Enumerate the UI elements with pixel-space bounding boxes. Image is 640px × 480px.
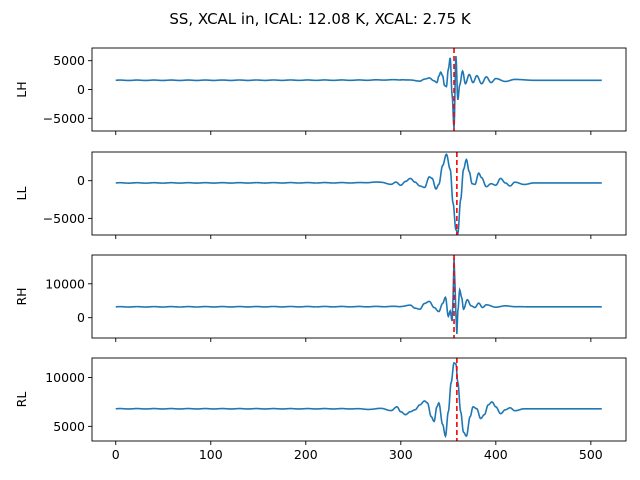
y-tick-label: 0 xyxy=(77,82,85,97)
axes-frame xyxy=(91,254,627,339)
y-tick-label: −5000 xyxy=(43,111,85,126)
axes-frame xyxy=(91,151,627,236)
panel-lh: −5000 0 5000 LH xyxy=(14,47,627,135)
y-axis-label: LL xyxy=(14,187,29,201)
series-line-ll xyxy=(115,153,602,235)
axes-frame xyxy=(91,357,627,442)
series-line-rl xyxy=(115,361,602,439)
y-axis-label: RL xyxy=(14,392,29,408)
panel-rl: 5000 10000 0 100 200 300 400 500 RL xyxy=(14,357,627,462)
x-tick-label: 100 xyxy=(199,447,223,462)
x-tick-label: 500 xyxy=(579,447,603,462)
series-line-rh xyxy=(115,258,602,334)
y-tick-label: 5000 xyxy=(53,53,85,68)
y-axis-label: RH xyxy=(14,287,29,305)
y-tick-label: 10000 xyxy=(45,370,85,385)
y-tick-label: 0 xyxy=(77,173,85,188)
panels: −5000 0 5000 LH −5000 0 LL 0 10000 RH 5000 10000 0 10… xyxy=(14,47,627,462)
x-tick-label: 0 xyxy=(112,447,120,462)
y-tick-label: −5000 xyxy=(43,211,85,226)
y-tick-label: 10000 xyxy=(45,276,85,291)
chart-title: SS, XCAL in, ICAL: 12.08 K, XCAL: 2.75 K xyxy=(169,10,472,28)
y-axis-label: LH xyxy=(14,81,29,97)
y-tick-label: 5000 xyxy=(53,419,85,434)
y-tick-label: 0 xyxy=(77,310,85,325)
axes-frame xyxy=(91,47,627,132)
x-tick-label: 300 xyxy=(389,447,413,462)
panel-ll: −5000 0 LL xyxy=(14,151,627,239)
panel-rh: 0 10000 RH xyxy=(14,254,627,342)
x-tick-label: 200 xyxy=(294,447,318,462)
x-tick-label: 400 xyxy=(484,447,508,462)
series-line-lh xyxy=(115,56,602,129)
